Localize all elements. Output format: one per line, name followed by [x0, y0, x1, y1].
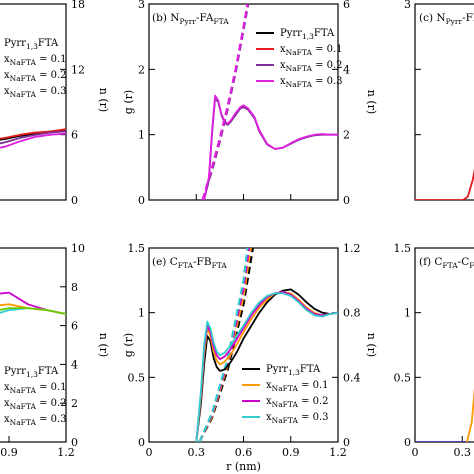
y-tick-label: 0.5: [128, 371, 146, 384]
panel-title: (e) CFTA-FBFTA: [152, 256, 227, 270]
g-series-line: [195, 288, 338, 442]
panel-f: 0 0.5 1 1.5 0 0.3 (f) CFTA-CF: [394, 242, 474, 459]
y-tick-label: 1: [138, 129, 145, 142]
y-right-tick-label: 6: [71, 129, 78, 142]
panel-c: 3 (c) NPyrr-FB: [404, 0, 474, 201]
g-series-line: [203, 97, 338, 200]
x-tick-label: 0: [146, 446, 153, 459]
x-tick-label: 0.3: [188, 446, 206, 459]
y-right-axis-label: n (r): [365, 90, 378, 114]
y-tick-label: 1.5: [394, 242, 412, 255]
n-series-line: [201, 4, 249, 200]
legend-entry: xNaFTA = 0.1: [280, 44, 343, 57]
y-tick-label: 2: [138, 63, 145, 76]
y-right-tick-label: 10: [71, 242, 85, 255]
x-tick-label: 0.6: [235, 446, 253, 459]
y-tick-label: 1: [404, 307, 411, 320]
y-right-tick-label: 2: [71, 397, 78, 410]
x-tick-label: 1.2: [57, 446, 75, 459]
y-right-tick-label: 0: [343, 436, 350, 449]
y-right-tick-label: 2: [343, 129, 350, 142]
panel-title: (b) NPyrr-FAFTA: [152, 12, 229, 26]
y-tick-label: 0: [404, 436, 411, 449]
series-line: [0, 128, 66, 140]
y-right-axis-label: n (r): [97, 88, 110, 112]
legend-entry: xNaFTA = 0.3: [266, 412, 329, 425]
panel-d: 0 2 4 6 8 10 0.9 1.2 n (r) Pyrr1,3FTA xNaFTA = 0.1…: [0, 242, 110, 459]
panel-title: (f) CFTA-CF: [419, 256, 474, 270]
series-line: [0, 307, 66, 315]
y-right-tick-label: 12: [71, 63, 85, 76]
y-tick-label: 0: [138, 436, 145, 449]
y-right-tick-label: 6: [343, 0, 350, 11]
legend-entry: xNaFTA = 0.2: [4, 70, 67, 83]
y-tick-label: 0.5: [394, 371, 412, 384]
n-series-line: [198, 248, 254, 442]
y-right-tick-label: 4: [343, 63, 350, 76]
g-series-line: [203, 94, 338, 200]
y-tick-label: 0: [138, 194, 145, 207]
g-series-line: [195, 291, 338, 442]
series-line: [415, 168, 474, 200]
legend-entry: xNaFTA = 0.2: [280, 60, 343, 73]
legend-entry: Pyrr1,3FTA: [266, 364, 321, 377]
y-right-axis-label: n (r): [365, 333, 378, 357]
panel-d-frame: [0, 247, 67, 443]
x-tick-label: 0.3: [454, 446, 472, 459]
legend-entry: Pyrr1,3FTA: [280, 28, 335, 41]
legend-entry: Pyrr1,3FTA: [4, 366, 59, 379]
panel-c-frame: [414, 3, 474, 201]
legend-entry: xNaFTA = 0.1: [266, 380, 329, 393]
y-right-tick-label: 4: [71, 358, 78, 371]
panel-title: (c) NPyrr-FB: [419, 12, 474, 26]
x-tick-label: 0: [412, 446, 419, 459]
legend-entry: xNaFTA = 0.3: [4, 86, 67, 99]
legend-entry: xNaFTA = 0.1: [4, 54, 67, 67]
panel-a: 0 6 12 18 n (r) Pyrr1,3FTA xNaFTA = 0.1 xNaFTA …: [0, 0, 110, 207]
y-tick-label: 3: [404, 0, 411, 11]
g-series-line: [195, 291, 338, 442]
series-line: [0, 130, 66, 145]
series-line: [466, 387, 474, 442]
x-tick-label: 0.9: [282, 446, 300, 459]
y-right-tick-label: 18: [71, 0, 85, 11]
x-tick-label: 1.2: [329, 446, 347, 459]
y-axis-label: g (r): [122, 90, 135, 114]
y-right-axis-label: n (r): [97, 333, 110, 357]
y-right-tick-label: 6: [71, 320, 78, 333]
y-tick-label: 3: [138, 0, 145, 11]
y-right-tick-label: 0: [343, 194, 350, 207]
y-right-tick-label: 0.8: [343, 307, 361, 320]
y-right-tick-label: 8: [71, 281, 78, 294]
y-right-tick-label: 1.2: [343, 242, 361, 255]
x-axis-label: r (nm): [226, 460, 261, 473]
y-right-tick-label: 0: [71, 194, 78, 207]
y-right-tick-label: 0.4: [343, 371, 361, 384]
panel-f-frame: [414, 247, 474, 443]
y-tick-label: 1: [138, 307, 145, 320]
legend-entry: Pyrr1,3FTA: [4, 38, 59, 51]
x-tick-label: 0.9: [0, 446, 18, 459]
panel-a-frame: [0, 3, 67, 201]
panel-b: 0 0 1 2 2 4 3 6 g (r) n (r) (b) NPyrr-FAFTA Pyrr1,3…: [122, 0, 378, 207]
panel-e: 00.511.500.40.81.20 0.3 0.6 0.9 1.2r (nm)g (…: [122, 242, 378, 473]
legend-entry: xNaFTA = 0.3: [280, 76, 343, 89]
legend-entry: xNaFTA = 0.2: [4, 398, 67, 411]
g-series-line: [195, 292, 338, 442]
y-axis-label: g (r): [122, 333, 135, 357]
series-line: [0, 132, 66, 149]
legend-entry: xNaFTA = 0.3: [4, 414, 67, 427]
legend-entry: xNaFTA = 0.1: [4, 382, 67, 395]
legend-entry: xNaFTA = 0.2: [266, 396, 329, 409]
y-right-tick-label: 0: [71, 436, 78, 449]
y-tick-label: 1.5: [128, 242, 146, 255]
